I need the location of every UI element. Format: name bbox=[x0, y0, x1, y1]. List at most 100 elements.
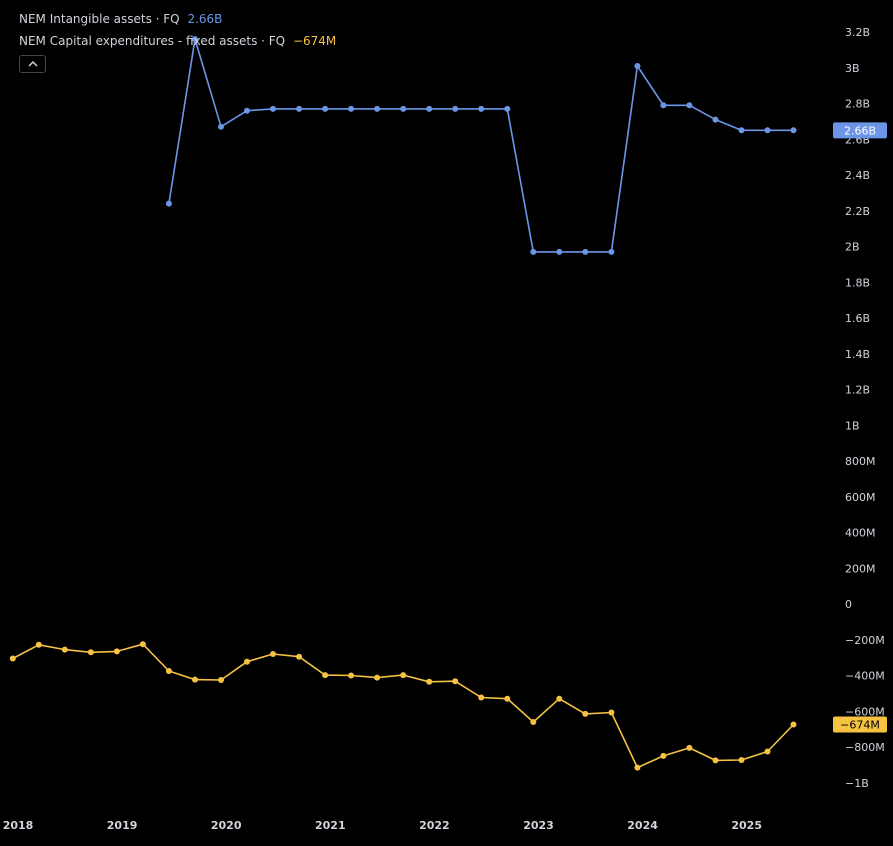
y-tick-label: 1.6B bbox=[845, 312, 870, 325]
intangible-assets-point bbox=[582, 248, 589, 255]
intangible-assets-point bbox=[738, 127, 745, 134]
capex-point bbox=[712, 757, 719, 764]
y-tick-label: 1.4B bbox=[845, 348, 870, 361]
badge-background bbox=[833, 716, 887, 733]
intangible-assets-point bbox=[634, 63, 641, 69]
y-tick-label: 800M bbox=[845, 455, 876, 468]
intangible-assets-point bbox=[608, 248, 615, 255]
legend-capex[interactable]: NEM Capital expenditures - fixed assets … bbox=[19, 30, 336, 52]
y-tick-label: 3B bbox=[845, 62, 860, 75]
capex-point bbox=[113, 648, 120, 655]
intangible-assets-point bbox=[452, 105, 459, 112]
x-axis: 2018 2019 2020 2021 2022 2023 2024 2025 bbox=[3, 819, 762, 832]
badge-background bbox=[833, 122, 887, 139]
y-tick-label: −400M bbox=[845, 670, 885, 683]
intangible-assets-point bbox=[192, 36, 198, 43]
capex-point bbox=[634, 764, 641, 771]
y-tick-label: −200M bbox=[845, 634, 885, 647]
y-tick-label: 2.4B bbox=[845, 169, 870, 182]
y-tick-label: 2.8B bbox=[845, 98, 870, 111]
chevron-up-icon bbox=[27, 60, 38, 67]
capex-point bbox=[530, 719, 537, 725]
x-tick-label: 2020 bbox=[211, 819, 242, 832]
capex-point bbox=[35, 641, 42, 648]
capex-point bbox=[452, 678, 459, 685]
capex-point bbox=[296, 653, 303, 660]
legend-capex-value: −674M bbox=[292, 34, 337, 48]
y-tick-label: 1B bbox=[845, 419, 860, 432]
intangible-assets-point bbox=[296, 105, 303, 112]
y-tick-label: 0 bbox=[845, 598, 852, 611]
legend-intangible-assets[interactable]: NEM Intangible assets · FQ 2.66B bbox=[19, 8, 336, 30]
capex-last-value-badge: −674M bbox=[833, 716, 887, 733]
capex-point bbox=[9, 655, 16, 662]
intangible-assets-point bbox=[218, 123, 224, 130]
y-tick-label: −800M bbox=[845, 741, 885, 754]
intangible-assets-point bbox=[348, 105, 355, 112]
capex-point bbox=[61, 646, 68, 653]
badge-label: 2.66B bbox=[844, 124, 876, 137]
intangible-assets-point bbox=[504, 105, 511, 112]
intangible-last-value-badge: 2.66B bbox=[833, 122, 887, 139]
x-tick-label: 2018 bbox=[3, 819, 34, 832]
intangible-assets-point bbox=[556, 248, 563, 255]
capex-point bbox=[608, 709, 615, 716]
capex-point bbox=[322, 672, 329, 679]
capex-point bbox=[139, 641, 146, 648]
y-axis: 3.2B3B2.8B2.6B2.4B2.2B2B1.8B1.6B1.4B1.2B… bbox=[845, 26, 885, 790]
y-tick-label: −600M bbox=[845, 705, 885, 718]
intangible-assets-point bbox=[322, 105, 329, 112]
x-tick-label: 2022 bbox=[419, 819, 450, 832]
x-tick-label: 2025 bbox=[731, 819, 762, 832]
capex-point bbox=[790, 721, 797, 728]
y-tick-label: 400M bbox=[845, 527, 876, 540]
legend-intangible-value: 2.66B bbox=[187, 12, 223, 26]
intangible-assets-point bbox=[426, 105, 433, 112]
badge-label: −674M bbox=[840, 718, 880, 731]
capex-point bbox=[218, 677, 224, 683]
capex-point bbox=[478, 694, 485, 701]
capex-point bbox=[764, 748, 771, 755]
capex-point bbox=[244, 658, 250, 665]
intangible-assets-point bbox=[374, 105, 381, 112]
y-tick-label: 600M bbox=[845, 491, 876, 504]
intangible-assets-point bbox=[686, 102, 693, 109]
capex-point bbox=[165, 668, 172, 674]
capex-point bbox=[582, 710, 589, 717]
last-value-badges: 2.66B −674M bbox=[833, 122, 887, 733]
capex-point bbox=[660, 752, 667, 759]
intangible-assets-point bbox=[400, 105, 407, 112]
y-tick-label: 200M bbox=[845, 562, 876, 575]
capex-point bbox=[192, 676, 198, 683]
series-points bbox=[9, 36, 797, 771]
intangible-assets-point bbox=[270, 105, 276, 112]
intangible-assets-point bbox=[764, 127, 771, 134]
legend: NEM Intangible assets · FQ 2.66B NEM Cap… bbox=[19, 8, 336, 52]
capex-point bbox=[686, 744, 693, 751]
y-tick-label: 1.8B bbox=[845, 276, 870, 289]
capex-point bbox=[400, 672, 407, 679]
capex-point bbox=[504, 695, 511, 702]
legend-intangible-label: NEM Intangible assets · FQ bbox=[19, 12, 180, 26]
x-tick-label: 2021 bbox=[315, 819, 346, 832]
capex-point bbox=[556, 695, 563, 702]
y-tick-label: 2.2B bbox=[845, 205, 870, 218]
intangible-assets-point bbox=[530, 248, 537, 255]
x-tick-label: 2023 bbox=[523, 819, 554, 832]
capex-point bbox=[738, 757, 745, 763]
y-tick-label: 2B bbox=[845, 241, 860, 254]
capex-point bbox=[426, 678, 433, 685]
capex-point bbox=[374, 674, 381, 681]
intangible-assets-point bbox=[165, 200, 172, 207]
x-tick-label: 2024 bbox=[627, 819, 658, 832]
y-tick-label: −1B bbox=[845, 777, 869, 790]
collapse-legend-button[interactable] bbox=[19, 55, 46, 73]
capex-point bbox=[87, 649, 94, 656]
legend-capex-label: NEM Capital expenditures - fixed assets … bbox=[19, 34, 286, 48]
intangible-assets-point bbox=[790, 127, 797, 134]
intangible-assets-point bbox=[660, 102, 667, 109]
y-tick-label: 1.2B bbox=[845, 384, 870, 397]
capex-point bbox=[348, 672, 355, 679]
